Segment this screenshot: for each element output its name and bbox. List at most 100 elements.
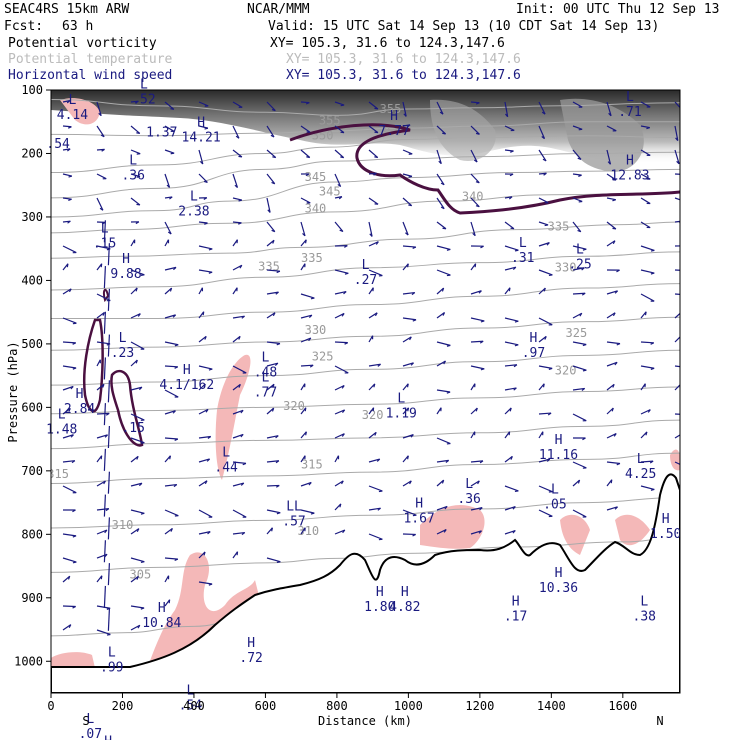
y-tick-label: 1000 — [14, 654, 43, 668]
legend-wind-xy: XY= 105.3, 31.6 to 124.3,147.6 — [286, 68, 521, 83]
wind-vector-head — [141, 443, 144, 444]
wind-vector-head — [685, 415, 688, 417]
extremum-value: 10.84 — [142, 616, 181, 631]
wind-vector-head — [107, 634, 110, 635]
theta-contour-label: 330 — [305, 323, 327, 337]
wind-vector-head — [67, 264, 68, 267]
y-tick-label: 800 — [21, 527, 43, 541]
extremum-value: 4.82 — [389, 600, 420, 615]
extremum-marker: L — [465, 477, 473, 492]
extremum-marker: H — [76, 387, 84, 402]
extremum-marker: H — [626, 154, 634, 169]
extremum-marker: H — [512, 595, 520, 610]
wind-vector-head — [545, 225, 548, 226]
y-tick-label: 200 — [21, 146, 43, 160]
extremum-marker: H — [183, 363, 191, 378]
extremum-marker: L — [576, 242, 584, 257]
wind-vector-head — [680, 174, 683, 176]
wind-vector-head — [73, 562, 76, 563]
extremum-marker: L — [69, 93, 77, 108]
wind-vector-head — [272, 157, 275, 158]
x-tick-label: 1200 — [465, 699, 494, 713]
extremum-value: 4.1/162 — [159, 378, 214, 393]
wind-vector-head — [272, 528, 273, 531]
valid-time: Valid: 15 UTC Sat 14 Sep 13 (10 CDT Sat … — [268, 19, 659, 34]
wind-vector — [165, 366, 178, 367]
theta-contour-label: 355 — [319, 113, 341, 127]
extremum-marker: L — [262, 371, 270, 386]
wind-vector-head — [515, 491, 518, 492]
extremum-marker: H — [247, 636, 255, 651]
x-tick-label: 1600 — [608, 699, 637, 713]
wind-vector-head — [171, 153, 174, 154]
extremum-marker: L — [397, 392, 405, 407]
wind-vector-head — [442, 133, 445, 134]
wind-vector-head — [141, 562, 144, 563]
extremum-value: 1.19 — [386, 407, 417, 422]
extremum-marker: L — [186, 684, 194, 699]
extremum-value: 1.67 — [403, 511, 434, 526]
forecast-label: Fcst: — [4, 19, 43, 34]
wind-vector — [335, 342, 348, 343]
wind-vector-head — [443, 228, 446, 229]
y-tick-label: 500 — [21, 337, 43, 351]
wind-vector-head — [374, 384, 375, 387]
extremum-value: 10.36 — [539, 581, 578, 596]
extremum-value: 1.37 — [146, 125, 177, 140]
theta-contour-label: 345 — [319, 185, 341, 199]
extremum-value: .15 — [121, 421, 144, 436]
x-axis-label: Distance (km) — [318, 714, 412, 728]
init-time: Init: 00 UTC Thu 12 Sep 13 — [516, 2, 720, 17]
extremum-value: .99 — [100, 660, 123, 675]
extremum-value: .44 — [214, 460, 238, 475]
extremum-marker: L — [640, 595, 648, 610]
wind-vector-head — [306, 157, 309, 158]
wind-vector-head — [583, 370, 586, 371]
wind-vector-head — [408, 264, 409, 267]
extremum-marker: H — [555, 566, 563, 581]
extremum-marker: H — [390, 109, 398, 124]
theta-contour-label: 325 — [312, 350, 334, 364]
x-axis-start-marker: S — [82, 714, 89, 728]
wind-vector-head — [684, 246, 687, 248]
wind-vector-head — [685, 295, 688, 296]
extremum-value: 2.38 — [178, 205, 209, 220]
extremum-value: .27 — [354, 273, 377, 288]
extremum-value: .72 — [239, 651, 262, 666]
theta-contour-label: 305 — [130, 567, 152, 581]
extremum-value: .52 — [132, 92, 155, 107]
wind-vector — [675, 270, 688, 271]
extremum-marker: L — [519, 236, 527, 251]
legend-pv-xy: XY= 105.3, 31.6 to 124.3,147.6 — [270, 36, 505, 51]
wind-vector-head — [685, 368, 688, 369]
x-tick-label: 800 — [326, 699, 348, 713]
x-tick-label: 0 — [47, 699, 54, 713]
wind-vector — [233, 222, 241, 223]
wind-vector-head — [408, 384, 409, 387]
extremum-marker: H — [104, 734, 112, 740]
wind-vector-head — [681, 201, 684, 202]
extremum-value: .54 — [46, 137, 70, 152]
extremum-value: 4.14 — [57, 108, 88, 123]
y-tick-label: 400 — [21, 273, 43, 287]
extremum-value: 4.25 — [625, 467, 656, 482]
extremum-marker: L — [101, 221, 109, 236]
extremum-value: .57 — [282, 514, 305, 529]
extremum-marker: L — [129, 154, 137, 169]
theta-contour-label: 335 — [548, 219, 570, 233]
wind-vector-head — [651, 489, 654, 490]
extremum-value: .07 — [79, 727, 102, 740]
wind-vector-head — [685, 271, 688, 273]
wind-vector-head — [682, 433, 684, 436]
extremum-value: 7.77 — [378, 124, 409, 139]
wind-vector-head — [311, 298, 314, 299]
extremum-marker: L — [222, 445, 230, 460]
wind-vector-head — [374, 108, 377, 109]
extremum-marker: H — [197, 115, 205, 130]
wind-vector-head — [136, 204, 139, 205]
extremum-value: 2.84 — [64, 402, 95, 417]
extremum-marker: L — [119, 331, 127, 346]
